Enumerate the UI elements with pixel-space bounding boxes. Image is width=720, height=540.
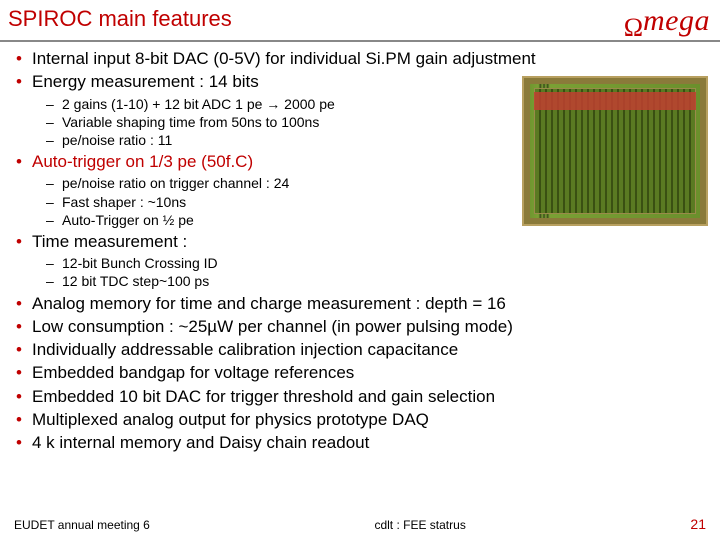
chip-image <box>522 76 708 226</box>
bullet-text: Low consumption : ~25µW per channel (in … <box>32 317 513 336</box>
omega-text: mega <box>643 4 710 38</box>
omega-logo: Ωmega <box>624 4 710 38</box>
bullet-text: Energy measurement : 14 bits <box>32 72 259 91</box>
omega-symbol: Ω <box>624 13 643 43</box>
bullet-text: Internal input 8-bit DAC (0-5V) for indi… <box>32 49 536 68</box>
sub-item: 12 bit TDC step~100 ps <box>32 272 710 290</box>
sub-list: 12-bit Bunch Crossing ID12 bit TDC step~… <box>32 254 710 290</box>
bullet-text: Analog memory for time and charge measur… <box>32 294 506 313</box>
bullet-item: Individually addressable calibration inj… <box>10 339 710 360</box>
slide-title: SPIROC main features <box>8 6 624 34</box>
footer-center: cdlt : FEE statrus <box>150 518 691 532</box>
bullet-text: Time measurement : <box>32 232 187 251</box>
bullet-item: Embedded bandgap for voltage references <box>10 362 710 383</box>
bullet-text: Individually addressable calibration inj… <box>32 340 458 359</box>
footer-left: EUDET annual meeting 6 <box>14 518 150 532</box>
bullet-text: 4 k internal memory and Daisy chain read… <box>32 433 369 452</box>
bullet-text: Embedded bandgap for voltage references <box>32 363 354 382</box>
bullet-text: Multiplexed analog output for physics pr… <box>32 410 429 429</box>
footer: EUDET annual meeting 6 cdlt : FEE statru… <box>0 516 720 532</box>
footer-page: 21 <box>690 516 706 532</box>
sub-item: 12-bit Bunch Crossing ID <box>32 254 710 272</box>
bullet-item: Low consumption : ~25µW per channel (in … <box>10 316 710 337</box>
bullet-text: Auto-trigger on 1/3 pe (50f.C) <box>32 152 253 171</box>
bullet-text: Embedded 10 bit DAC for trigger threshol… <box>32 387 495 406</box>
bullet-item: Embedded 10 bit DAC for trigger threshol… <box>10 386 710 407</box>
bullet-item: Internal input 8-bit DAC (0-5V) for indi… <box>10 48 710 69</box>
bullet-item: Time measurement : 12-bit Bunch Crossing … <box>10 231 710 291</box>
bullet-item: Analog memory for time and charge measur… <box>10 293 710 314</box>
bullet-item: 4 k internal memory and Daisy chain read… <box>10 432 710 453</box>
bullet-item: Multiplexed analog output for physics pr… <box>10 409 710 430</box>
